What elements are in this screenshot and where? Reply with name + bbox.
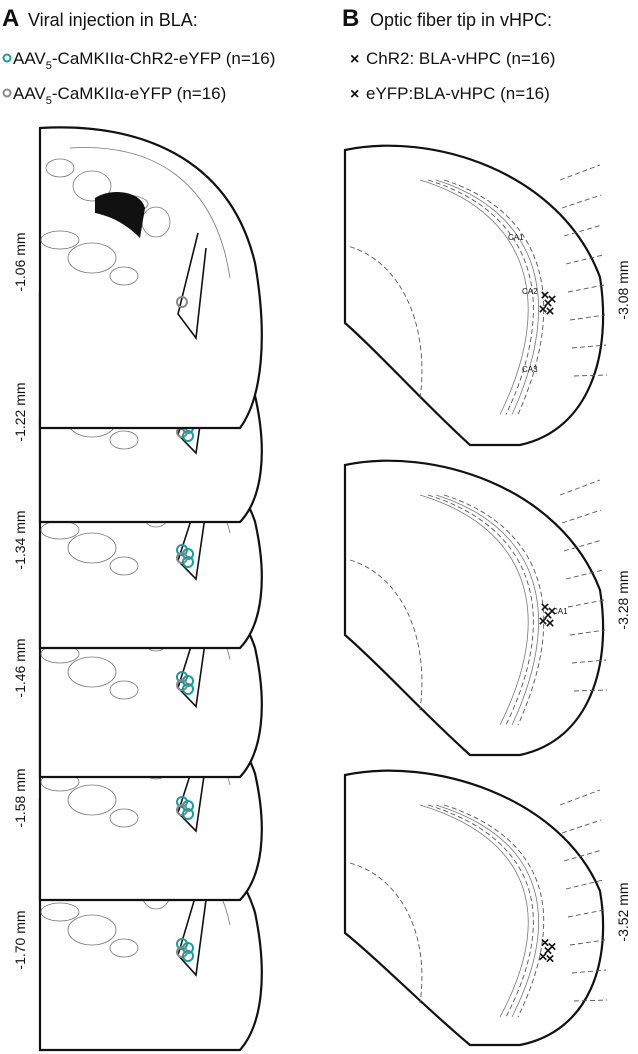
radial-line [562, 195, 601, 208]
fiber-tip: × [546, 950, 555, 967]
section-outline [345, 771, 603, 1045]
legend-symbol [4, 55, 11, 62]
section-label: -1.22 mm [12, 382, 28, 441]
radial-line [562, 820, 601, 833]
section-label: -3.28 mm [615, 570, 631, 629]
fiber-tip: × [546, 303, 555, 320]
section-label: -1.58 mm [12, 768, 28, 827]
radial-line [560, 790, 600, 805]
section-outline [345, 146, 603, 445]
panel-title: Viral injection in BLA: [28, 10, 198, 30]
radial-line [562, 510, 601, 523]
legend-symbol: × [350, 51, 359, 68]
fiber-tip: × [541, 934, 550, 951]
brain-sections: -1.06 mm -1.22 mm -1.34 mm -1.46 mm -1.58 mm… [12, 127, 631, 1050]
panel-letter: A [2, 5, 19, 32]
fiber-tip: × [546, 615, 555, 632]
radial-line [560, 165, 600, 180]
legend-entry: ChR2: BLA-vHPC (n=16) [366, 49, 555, 68]
fiber-tip: × [541, 599, 550, 616]
section-label: -1.46 mm [12, 638, 28, 697]
brain-section: ××××× [345, 771, 607, 1045]
panel-letter: B [342, 5, 359, 32]
brain-section: ××××× [345, 461, 607, 755]
fiber-tip: × [541, 287, 550, 304]
legend-entry: eYFP:BLA-vHPC (n=16) [366, 84, 550, 103]
panel-title: Optic fiber tip in vHPC: [370, 10, 552, 30]
brain-section [40, 127, 262, 428]
section-outline [40, 127, 262, 428]
legend-symbol [4, 90, 11, 97]
legend-symbol: × [350, 86, 359, 103]
brain-section: ××××× [345, 146, 607, 445]
region-label: CA1 [552, 607, 568, 616]
section-label: -3.52 mm [615, 882, 631, 941]
section-label: -1.70 mm [12, 910, 28, 969]
radial-line [560, 480, 600, 495]
legend-entry: AAV5-CaMKIIα-ChR2-eYFP (n=16) [13, 49, 275, 72]
section-label: -1.34 mm [12, 510, 28, 569]
region-label: CA3 [522, 365, 538, 374]
legend-entry: AAV5-CaMKIIα-eYFP (n=16) [13, 84, 226, 107]
region-label: CA2 [522, 287, 538, 296]
section-label: -1.06 mm [12, 232, 28, 291]
region-label: CA1 [508, 233, 524, 242]
figure: A Viral injection in BLA: AAV5-CaMKIIα-C… [0, 0, 638, 1054]
section-label: -3.08 mm [615, 260, 631, 319]
